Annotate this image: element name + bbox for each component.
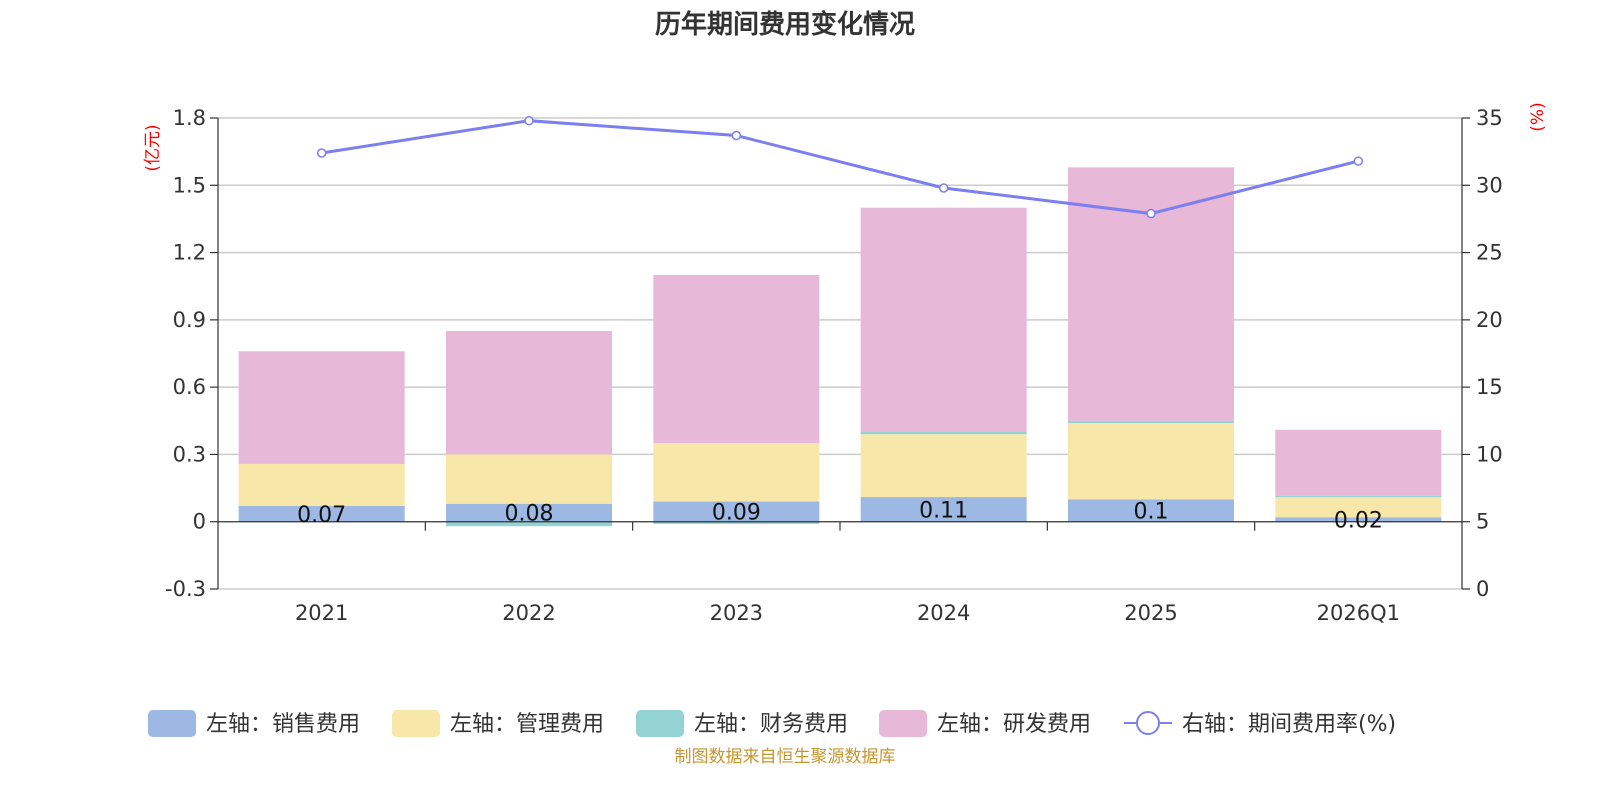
x-tick-label: 2023	[710, 601, 763, 625]
right-tick-label: 20	[1476, 308, 1503, 332]
x-tick-label: 2021	[295, 601, 348, 625]
legend-swatch	[879, 710, 927, 737]
bar-segment	[446, 503, 612, 522]
axes: 1.8 1.5 1.2 0.9 0.6 0.3 0 -0.3 35 30 25 20 15 10 5 0 202…	[165, 106, 1503, 625]
bar-segment	[860, 432, 1027, 435]
legend-label: 左轴：销售费用	[206, 712, 360, 737]
bar-segment	[238, 463, 405, 507]
grid-lines	[218, 117, 1462, 590]
rate-point	[1146, 208, 1156, 219]
bar-segment	[653, 275, 820, 444]
bar-segment	[446, 331, 612, 455]
bar-segment	[860, 497, 1027, 522]
legend-marker	[1136, 711, 1160, 735]
bar-segment	[1275, 517, 1442, 522]
rate-point	[1353, 156, 1364, 166]
rate-point	[316, 148, 327, 158]
right-tick-label: 5	[1476, 510, 1489, 534]
bar-segment	[1275, 495, 1442, 498]
bar-segment	[653, 521, 820, 524]
bar-value-label: 0.09	[712, 501, 761, 526]
bar-value-label: 0.11	[919, 498, 968, 523]
bar-value-label: 0.07	[297, 503, 346, 528]
data-labels: 0.07 0.08 0.09 0.11 0.1 0.02	[297, 498, 1383, 533]
bar-segment	[1275, 429, 1442, 496]
x-tick-label: 2026Q1	[1317, 601, 1400, 625]
x-tick-label: 2022	[502, 601, 555, 625]
legend-label: 左轴：财务费用	[694, 712, 848, 737]
left-tick-label: 0	[193, 510, 206, 534]
bar-segment	[446, 521, 612, 527]
left-tick-label: 1.5	[173, 173, 206, 197]
left-tick-label: 1.8	[173, 106, 206, 130]
bars	[238, 167, 1442, 527]
right-axis-unit: (%)	[1528, 102, 1548, 131]
legend-label: 左轴：管理费用	[450, 712, 604, 737]
bar-value-label: 0.08	[505, 502, 554, 527]
right-tick-label: 0	[1476, 577, 1489, 601]
legend-swatch	[392, 710, 440, 737]
bar-segment	[653, 443, 820, 502]
left-tick-label: 0.6	[173, 375, 206, 399]
left-tick-label: 1.2	[173, 241, 206, 265]
left-tick-label: 0.9	[173, 308, 206, 332]
bar-segment	[653, 501, 820, 522]
left-tick-label: -0.3	[165, 577, 206, 601]
legend: 左轴：销售费用 左轴：管理费用 左轴：财务费用 左轴：研发费用 右轴：期间费用率(%)	[148, 710, 1396, 737]
rate-line	[316, 115, 1364, 219]
left-axis-unit: (亿元)	[143, 124, 163, 171]
bar-segment	[1275, 497, 1442, 518]
bar-segment	[1068, 499, 1234, 522]
right-tick-label: 35	[1476, 106, 1503, 130]
bar-value-label: 0.02	[1334, 508, 1383, 533]
legend-swatch	[636, 710, 684, 737]
right-tick-label: 10	[1476, 442, 1503, 466]
left-tick-label: 0.3	[173, 442, 206, 466]
bar-value-label: 0.1	[1134, 500, 1169, 525]
bar-segment	[446, 454, 612, 504]
chart-title: 历年期间费用变化情况	[655, 9, 915, 40]
data-source: 制图数据来自恒生聚源数据库	[675, 747, 896, 767]
right-tick-label: 30	[1476, 173, 1503, 197]
rate-point	[938, 183, 949, 193]
bar-segment	[238, 351, 405, 464]
bar-segment	[860, 434, 1027, 498]
bar-segment	[238, 506, 405, 522]
bar-segment	[1068, 423, 1234, 500]
rate-point	[524, 115, 534, 126]
right-tick-label: 25	[1476, 241, 1503, 265]
legend-swatch	[148, 710, 196, 737]
legend-label: 左轴：研发费用	[937, 712, 1091, 737]
right-tick-label: 15	[1476, 375, 1503, 399]
x-tick-label: 2024	[917, 601, 970, 625]
x-tick-label: 2025	[1124, 601, 1177, 625]
rate-line-path	[321, 119, 1359, 216]
legend-label: 右轴：期间费用率(%)	[1182, 712, 1396, 737]
bar-segment	[860, 207, 1027, 432]
bar-segment	[238, 463, 405, 464]
bar-segment	[1068, 420, 1234, 424]
rate-point	[731, 130, 742, 141]
